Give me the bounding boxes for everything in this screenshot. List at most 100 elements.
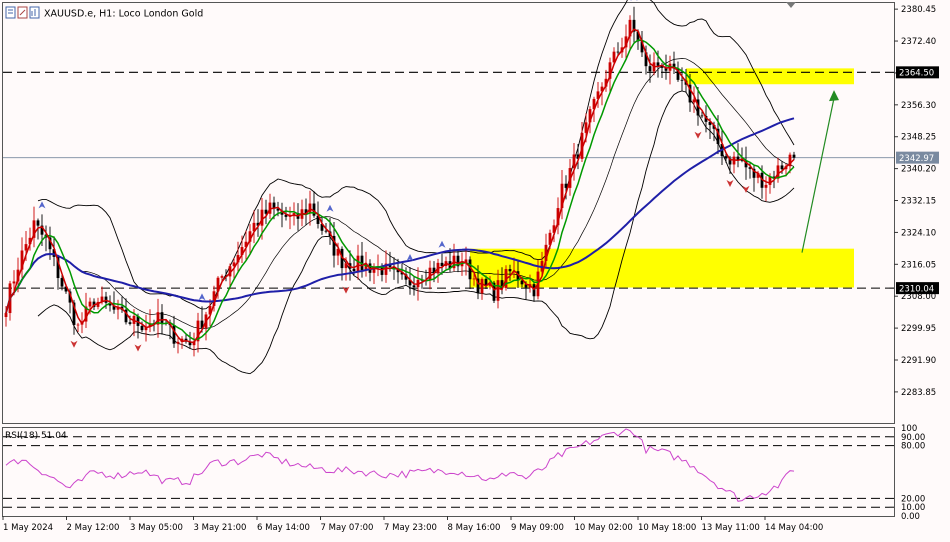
candle-body (496, 280, 500, 301)
candle-body (584, 122, 588, 133)
candle-body (640, 41, 644, 53)
candle (304, 198, 308, 226)
candle-body (384, 263, 388, 275)
candle-body (96, 301, 100, 307)
candle (596, 82, 600, 108)
scroll-marker-icon[interactable] (786, 2, 796, 8)
candle-body (236, 255, 240, 263)
candle-body (664, 67, 668, 71)
candle (428, 260, 432, 290)
price-tick-label: 2340.20 (901, 165, 936, 175)
candle-body (588, 109, 592, 123)
candle-body (428, 267, 432, 281)
bollinger-middle-line (37, 58, 795, 330)
candle-body (60, 278, 64, 287)
candle (216, 276, 220, 299)
candle-body (172, 325, 176, 344)
candle (556, 197, 560, 235)
support-price-tag-label: 2310.04 (899, 284, 934, 294)
yellow-zone-2 (470, 248, 854, 288)
candle-body (500, 280, 504, 288)
candle-body (144, 326, 148, 331)
candle (552, 219, 556, 243)
candle-body (48, 237, 52, 250)
candle (628, 15, 632, 50)
timeframe-icon[interactable] (17, 6, 28, 19)
candle-body (576, 154, 580, 159)
candle-body (484, 278, 488, 286)
candle-body (680, 79, 684, 81)
candle (176, 338, 180, 354)
rsi-tick-label: 90.00 (901, 433, 925, 443)
candle-body (400, 272, 404, 275)
signal-arrow-down-icon (694, 131, 702, 139)
candle (136, 313, 140, 339)
candle-body (656, 62, 660, 66)
candle-body (464, 259, 468, 263)
rsi-tick-label: 20.00 (901, 494, 925, 504)
candle (452, 243, 456, 272)
time-tick-label: 3 May 21:00 (194, 523, 247, 533)
candle (32, 206, 36, 248)
support-price-tag: 2310.04 (896, 282, 939, 294)
candle-body (556, 208, 560, 226)
candle (60, 274, 64, 291)
price-tick-label: 2356.30 (901, 101, 936, 111)
candle-body (480, 278, 484, 294)
candle (88, 297, 92, 315)
candle-body (216, 277, 220, 292)
candle-body (688, 84, 692, 103)
candle-body (108, 302, 112, 306)
candle-body (136, 315, 140, 326)
candle (208, 299, 212, 327)
candle-body (372, 267, 376, 273)
forecast-arrow-head-icon (829, 90, 839, 102)
time-tick-label: 9 May 09:00 (511, 523, 564, 533)
candle (468, 256, 472, 289)
candle-body (708, 121, 712, 125)
candle (576, 143, 580, 170)
chart-window-icon[interactable] (5, 6, 16, 19)
candle (240, 235, 244, 263)
price-tick-label: 2291.90 (901, 356, 936, 366)
candle-body (748, 167, 752, 169)
candle (472, 273, 476, 286)
candle-body (560, 183, 564, 209)
candle-body (88, 301, 92, 307)
candle-body (492, 282, 496, 301)
candle (632, 6, 636, 43)
candle-body (572, 154, 576, 169)
resistance-price-tag-bg (896, 66, 939, 79)
candle-body (696, 99, 700, 116)
candle (28, 227, 32, 251)
candle-body (84, 306, 88, 322)
candle-body (228, 266, 232, 277)
candle-body (412, 285, 416, 288)
forecast-arrow-line (801, 98, 835, 253)
time-tick-label: 3 May 05:00 (130, 523, 183, 533)
candle-body (592, 98, 596, 110)
candle-body (56, 256, 60, 279)
candle (644, 45, 648, 75)
candle (776, 157, 780, 183)
candle-body (40, 225, 44, 235)
candle (616, 42, 620, 56)
bars-icon[interactable] (29, 6, 40, 19)
candle-body (728, 158, 732, 165)
signal-arrow-down-icon (134, 344, 142, 352)
candle (496, 269, 500, 309)
candle-body (364, 263, 368, 271)
candle (672, 51, 676, 74)
candle-body (252, 222, 256, 232)
candle (264, 199, 268, 225)
rsi-tick-label: 0.00 (901, 512, 920, 522)
candle-body (632, 19, 636, 32)
candle (20, 237, 24, 278)
candle-body (648, 66, 652, 72)
candle-body (736, 156, 740, 161)
candle-body (724, 156, 728, 159)
candle-body (316, 215, 320, 224)
candle-body (676, 68, 680, 80)
candle (460, 252, 464, 276)
